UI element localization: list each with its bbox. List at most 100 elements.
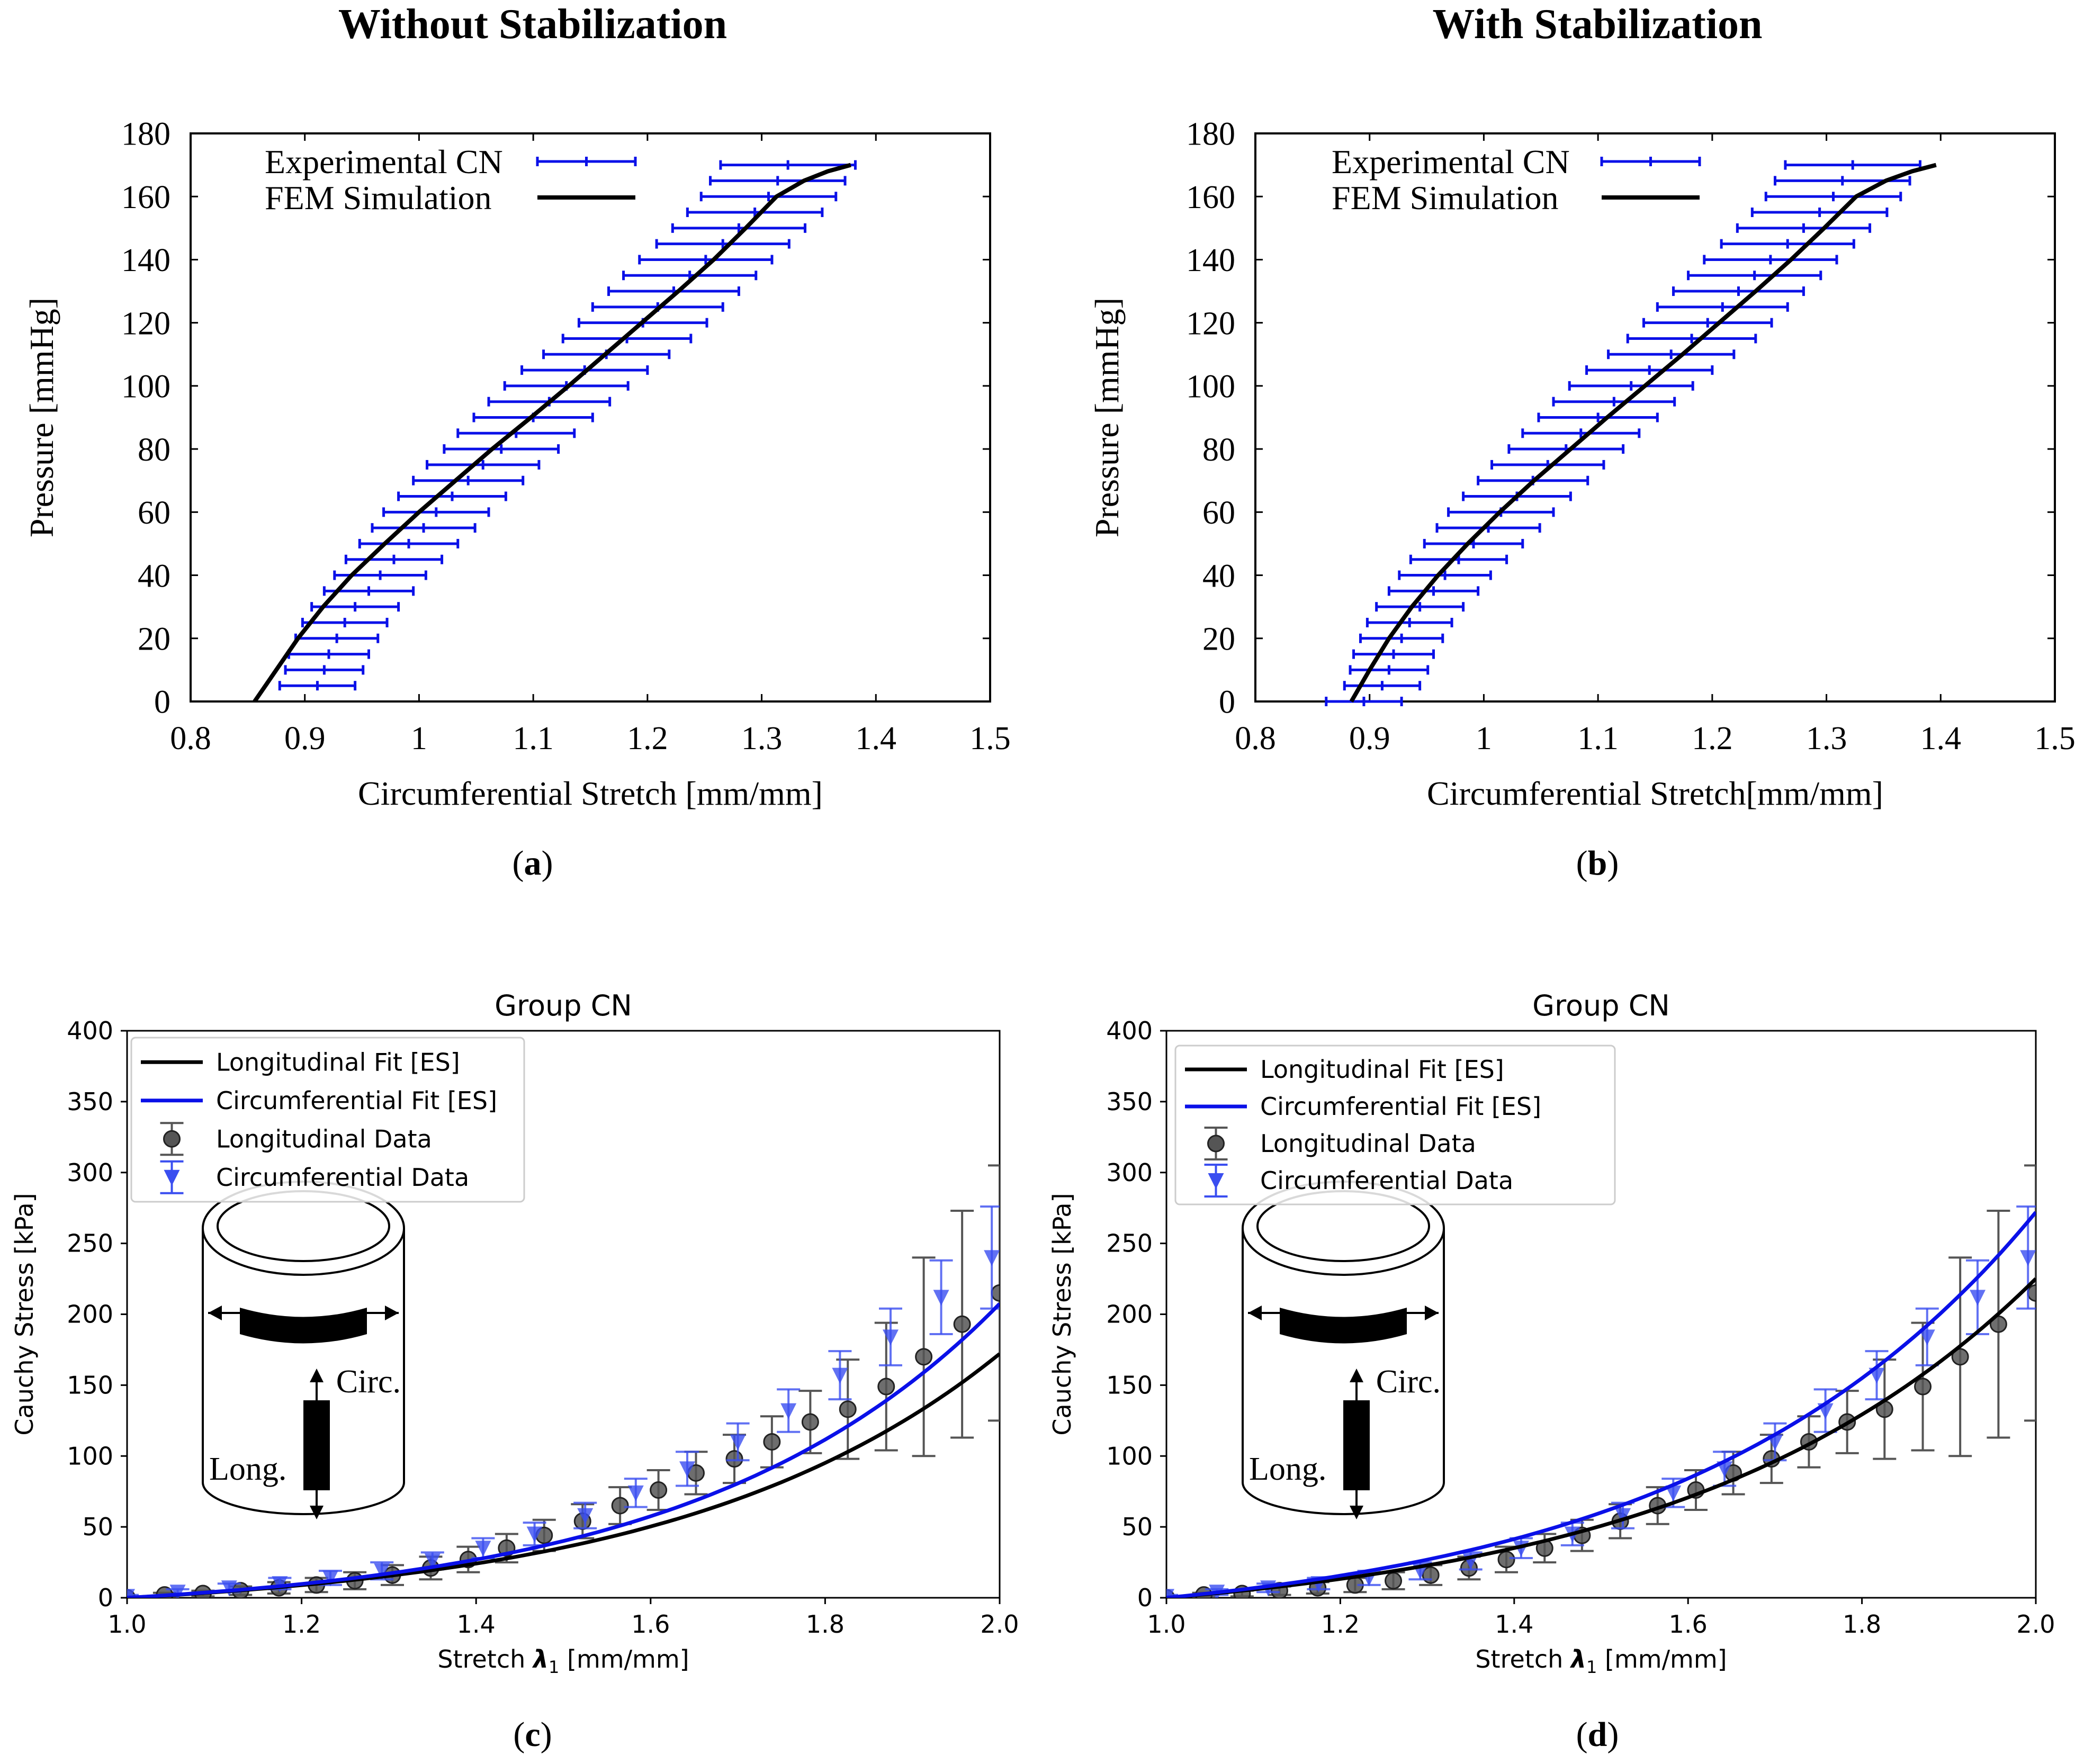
experimental-errorbar — [671, 223, 807, 233]
y-tick-label: 20 — [1202, 621, 1235, 657]
y-axis-label: Cauchy Stress [kPa] — [1048, 1193, 1076, 1435]
experimental-errorbar — [1387, 586, 1480, 596]
data-marker — [915, 1348, 933, 1366]
legend-label: Longitudinal Data — [1260, 1129, 1476, 1158]
experimental-errorbar — [638, 255, 774, 265]
x-tick-label: 1 — [411, 721, 427, 757]
y-tick-label: 40 — [138, 558, 170, 594]
x-tick-label: 1.8 — [1843, 1610, 1881, 1639]
data-marker — [933, 1290, 949, 1306]
y-tick-label: 140 — [1186, 242, 1235, 278]
circumferential-data-point — [828, 1350, 852, 1401]
experimental-errorbar — [412, 475, 525, 485]
circumferential-data-point — [624, 1478, 648, 1508]
y-tick-label: 80 — [138, 432, 170, 468]
circ-band — [240, 1308, 367, 1344]
circumferential-data-point — [1166, 1589, 1178, 1598]
x-axis-label: Stretch λ1 [mm/mm] — [1475, 1645, 1727, 1677]
data-marker — [221, 1580, 237, 1597]
data-marker — [763, 1433, 781, 1451]
heading-without-stabilization: Without Stabilization — [338, 1, 727, 48]
y-tick-label: 150 — [1106, 1371, 1153, 1399]
x-tick-label: 1.0 — [107, 1610, 146, 1639]
x-tick-label: 1.4 — [1495, 1610, 1533, 1639]
experimental-errorbar — [1703, 255, 1838, 265]
circumferential-data-point — [879, 1307, 902, 1366]
circ-arrowhead-left — [208, 1306, 222, 1320]
experimental-errorbar — [1642, 318, 1773, 328]
y-tick-label: 250 — [67, 1229, 113, 1258]
legend-label-experimental: Experimental CN — [265, 143, 503, 181]
y-axis-label: Cauchy Stress [kPa] — [10, 1193, 39, 1435]
y-tick-label: 180 — [1186, 116, 1235, 152]
y-tick-label: 60 — [138, 495, 170, 531]
plot-area — [127, 1164, 1000, 1598]
x-axis-label: Circumferential Stretch[mm/mm] — [1427, 775, 1883, 812]
y-tick-label: 400 — [67, 1016, 113, 1045]
experimental-errorbar — [1736, 223, 1872, 233]
y-tick-label: 150 — [67, 1371, 113, 1399]
cylinder-diagram: Circ. Long. — [202, 1181, 405, 1519]
y-tick-label: 50 — [82, 1513, 113, 1541]
legend-label: Longitudinal Fit [ES] — [216, 1048, 460, 1076]
experimental-errorbar — [1626, 334, 1757, 344]
chart-panel-c: 1.0 1.2 1.4 1.6 1.8 2.0 0 50 100 150 200 250 300 350 4… — [10, 989, 1019, 1754]
x-tick-label: 1.4 — [457, 1610, 496, 1639]
longitudinal-fit-line — [1166, 1277, 2036, 1598]
x-tick-label: 1 — [1476, 721, 1492, 757]
data-marker — [611, 1497, 629, 1515]
x-tick-label: 1.3 — [1806, 721, 1847, 757]
experimental-errorbar — [1398, 570, 1492, 580]
circumferential-data-point — [523, 1522, 546, 1546]
experimental-errorbar — [1720, 239, 1855, 249]
longitudinal-data-point — [874, 1321, 898, 1452]
x-tick-label: 1.3 — [741, 721, 783, 757]
experimental-errorbar — [1521, 428, 1641, 438]
x-tick-label: 0.8 — [1235, 721, 1276, 757]
x-tick-label: 1.2 — [1321, 1610, 1360, 1639]
x-axis-label: Stretch λ1 [mm/mm] — [437, 1645, 689, 1677]
legend-label-experimental: Experimental CN — [1332, 143, 1570, 181]
x-tick-label: 1.4 — [1920, 721, 1962, 757]
long-label: Long. — [1249, 1451, 1326, 1487]
data-marker — [801, 1413, 819, 1431]
data-marker — [650, 1481, 668, 1499]
circ-arrowhead-right — [1425, 1306, 1439, 1320]
x-tick-label: 1.8 — [806, 1610, 845, 1639]
experimental-errorbar — [709, 176, 847, 186]
legend-swatch-longitudinal-data — [163, 1130, 181, 1148]
longitudinal-data-point — [912, 1256, 936, 1457]
x-tick-label: 2.0 — [980, 1610, 1019, 1639]
y-tick-label: 180 — [121, 116, 170, 152]
circ-band — [1280, 1308, 1407, 1344]
data-marker — [169, 1585, 186, 1598]
x-tick-label: 1.6 — [631, 1610, 670, 1639]
x-axis-label: Circumferential Stretch [mm/mm] — [358, 775, 823, 812]
circumferential-data-point — [980, 1205, 1000, 1310]
chart-title: Group CN — [495, 989, 632, 1022]
data-marker — [1166, 1589, 1174, 1598]
x-tick-label: 1.2 — [627, 721, 668, 757]
legend-box — [130, 1037, 525, 1203]
legend-swatch-circumferential-data — [164, 1169, 180, 1186]
experimental-errorbar — [288, 649, 371, 659]
data-marker — [475, 1541, 491, 1557]
experimental-errorbar — [1784, 160, 1921, 170]
data-marker — [984, 1250, 1000, 1266]
data-marker — [1615, 1508, 1631, 1524]
experimental-errorbar — [1672, 286, 1805, 296]
y-tick-label: 0 — [1137, 1583, 1153, 1612]
data-marker — [1914, 1378, 1932, 1396]
experimental-errorbar — [1568, 381, 1694, 391]
data-marker — [627, 1485, 644, 1501]
experimental-errorbar — [1764, 192, 1902, 202]
experimental-errorbar — [1687, 271, 1822, 281]
legend-label-fem: FEM Simulation — [265, 179, 492, 217]
y-tick-label: 0 — [1219, 685, 1235, 721]
circumferential-data-point — [127, 1589, 139, 1598]
y-tick-label: 140 — [121, 242, 170, 278]
data-marker — [127, 1589, 135, 1598]
y-tick-label: 0 — [154, 685, 170, 721]
data-marker — [839, 1400, 857, 1418]
